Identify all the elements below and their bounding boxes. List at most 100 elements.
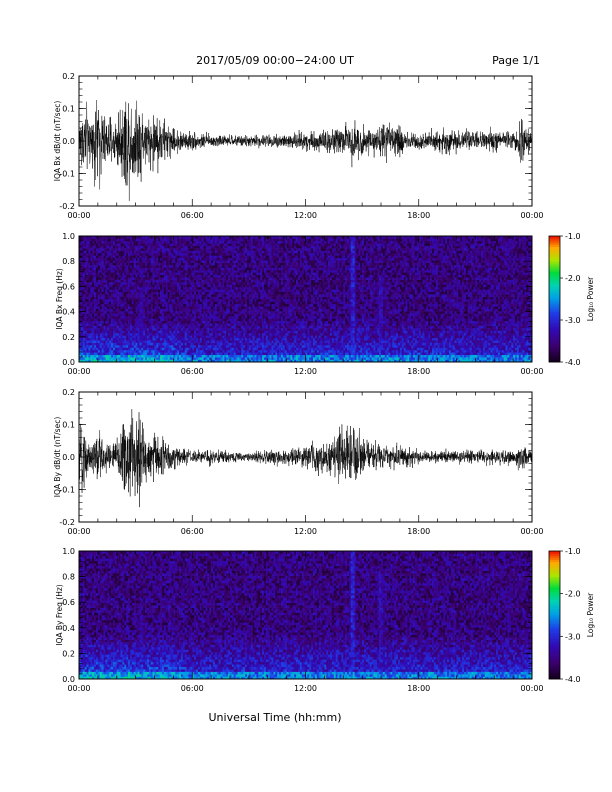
heatmap-cell bbox=[187, 287, 189, 290]
heatmap-cell bbox=[145, 328, 147, 331]
heatmap-cell bbox=[139, 311, 141, 314]
heatmap-cell bbox=[236, 268, 238, 271]
heatmap-cell bbox=[181, 311, 183, 314]
heatmap-cell bbox=[126, 277, 128, 280]
heatmap-cell bbox=[238, 282, 240, 285]
heatmap-cell bbox=[211, 246, 213, 249]
heatmap-cell bbox=[215, 243, 217, 246]
heatmap-cell bbox=[87, 270, 89, 273]
heatmap-cell bbox=[122, 350, 124, 353]
heatmap-cell bbox=[230, 270, 232, 273]
heatmap-cell bbox=[219, 326, 221, 329]
heatmap-cell bbox=[83, 321, 85, 324]
heatmap-cell bbox=[185, 255, 187, 258]
heatmap-cell bbox=[145, 282, 147, 285]
heatmap-cell bbox=[98, 309, 100, 312]
heatmap-cell bbox=[230, 299, 232, 302]
heatmap-cell bbox=[209, 345, 211, 348]
heatmap-cell bbox=[119, 352, 121, 355]
heatmap-cell bbox=[238, 338, 240, 341]
heatmap-cell bbox=[183, 253, 185, 256]
heatmap-cell bbox=[226, 335, 228, 338]
heatmap-cell bbox=[198, 272, 200, 275]
heatmap-cell bbox=[249, 314, 251, 317]
heatmap-cell bbox=[253, 251, 255, 254]
heatmap-cell bbox=[224, 352, 226, 355]
heatmap-cell bbox=[156, 355, 158, 358]
heatmap-cell bbox=[130, 241, 132, 244]
heatmap-cell bbox=[145, 246, 147, 249]
heatmap-cell bbox=[115, 243, 117, 246]
heatmap-cell bbox=[219, 299, 221, 302]
heatmap-cell bbox=[90, 241, 92, 244]
heatmap-cell bbox=[164, 238, 166, 241]
heatmap-cell bbox=[205, 345, 207, 348]
heatmap-cell bbox=[211, 299, 213, 302]
heatmap-cell bbox=[119, 284, 121, 287]
heatmap-cell bbox=[209, 287, 211, 290]
heatmap-cell bbox=[213, 246, 215, 249]
heatmap-cell bbox=[153, 248, 155, 251]
heatmap-cell bbox=[221, 260, 223, 263]
heatmap-cell bbox=[98, 343, 100, 346]
heatmap-cell bbox=[170, 309, 172, 312]
heatmap-cell bbox=[251, 318, 253, 321]
heatmap-cell bbox=[200, 255, 202, 258]
heatmap-cell bbox=[100, 301, 102, 304]
heatmap-cell bbox=[153, 260, 155, 263]
heatmap-cell bbox=[243, 253, 245, 256]
heatmap-cell bbox=[100, 284, 102, 287]
heatmap-cell bbox=[215, 318, 217, 321]
heatmap-cell bbox=[143, 350, 145, 353]
heatmap-cell bbox=[136, 243, 138, 246]
heatmap-cell bbox=[134, 248, 136, 251]
heatmap-cell bbox=[226, 292, 228, 295]
heatmap-cell bbox=[219, 297, 221, 300]
heatmap-cell bbox=[158, 251, 160, 254]
heatmap-cell bbox=[139, 350, 141, 353]
heatmap-cell bbox=[104, 297, 106, 300]
heatmap-cell bbox=[122, 326, 124, 329]
heatmap-cell bbox=[134, 258, 136, 261]
heatmap-cell bbox=[181, 255, 183, 258]
heatmap-cell bbox=[143, 321, 145, 324]
heatmap-cell bbox=[245, 268, 247, 271]
heatmap-cell bbox=[209, 311, 211, 314]
heatmap-cell bbox=[171, 253, 173, 256]
heatmap-cell bbox=[190, 350, 192, 353]
heatmap-cell bbox=[173, 260, 175, 263]
heatmap-cell bbox=[132, 306, 134, 309]
heatmap-cell bbox=[96, 306, 98, 309]
heatmap-cell bbox=[104, 314, 106, 317]
heatmap-cell bbox=[128, 316, 130, 319]
heatmap-cell bbox=[241, 318, 243, 321]
heatmap-cell bbox=[156, 246, 158, 249]
heatmap-cell bbox=[192, 265, 194, 268]
heatmap-cell bbox=[177, 301, 179, 304]
heatmap-cell bbox=[179, 340, 181, 343]
heatmap-cell bbox=[230, 306, 232, 309]
heatmap-cell bbox=[190, 316, 192, 319]
heatmap-cell bbox=[105, 258, 107, 261]
heatmap-cell bbox=[207, 268, 209, 271]
heatmap-cell bbox=[85, 294, 87, 297]
heatmap-cell bbox=[219, 333, 221, 336]
heatmap-cell bbox=[207, 243, 209, 246]
heatmap-cell bbox=[121, 309, 123, 312]
heatmap-cell bbox=[94, 248, 96, 251]
heatmap-cell bbox=[126, 253, 128, 256]
heatmap-cell bbox=[92, 268, 94, 271]
heatmap-cell bbox=[156, 347, 158, 350]
heatmap-cell bbox=[130, 263, 132, 266]
heatmap-cell bbox=[219, 253, 221, 256]
heatmap-cell bbox=[153, 350, 155, 353]
heatmap-cell bbox=[153, 270, 155, 273]
heatmap-cell bbox=[121, 287, 123, 290]
heatmap-cell bbox=[128, 292, 130, 295]
heatmap-cell bbox=[102, 301, 104, 304]
heatmap-cell bbox=[168, 350, 170, 353]
heatmap-cell bbox=[249, 292, 251, 295]
heatmap-cell bbox=[96, 299, 98, 302]
heatmap-cell bbox=[232, 238, 234, 241]
heatmap-cell bbox=[170, 297, 172, 300]
